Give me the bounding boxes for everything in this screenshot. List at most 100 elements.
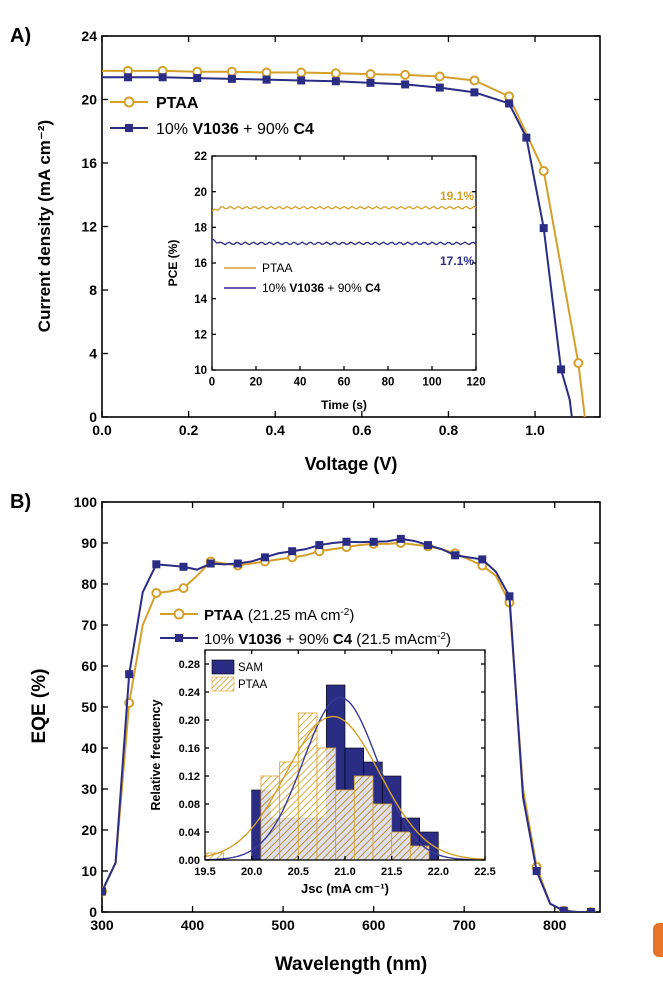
legend-text-part: PTAA (204, 607, 244, 624)
data-point-sam (158, 73, 167, 82)
y-tick-label: 20 (81, 92, 97, 108)
data-point-sam (505, 99, 514, 108)
data-point-sam (102, 887, 106, 896)
fit-curve-sam (205, 696, 485, 860)
data-point-ptaa (504, 91, 515, 102)
y-tick-label: 12 (194, 329, 207, 341)
data-point-ptaa (330, 68, 341, 79)
inset-a-ptaa-end-label: 19.1% (440, 189, 474, 203)
y-tick-label: 0.20 (179, 715, 200, 727)
histogram-bar-ptaa (391, 831, 411, 861)
data-point-sam (179, 562, 188, 571)
inset-a-line-sam (211, 238, 477, 246)
x-tick-label: 500 (271, 917, 295, 933)
data-point-ptaa (573, 358, 584, 369)
data-point-sam (369, 537, 378, 546)
legend-text-part: C4 (333, 631, 353, 648)
inset-b-ylabel: Relative frequency (149, 699, 163, 810)
x-tick-label: 60 (338, 377, 351, 389)
x-tick-label: 120 (466, 377, 485, 389)
data-point-sam (152, 560, 161, 569)
y-tick-label: 20 (81, 822, 97, 838)
data-point-ptaa (469, 75, 480, 86)
inset-b-xlabel: Jsc (mA cm⁻¹) (301, 881, 389, 896)
y-tick-label: 10 (81, 863, 97, 879)
y-tick-label: 30 (81, 781, 97, 797)
data-point-sam (315, 541, 324, 550)
data-point-sam (470, 88, 479, 97)
data-point-sam (401, 80, 410, 89)
inset-a-sam-end-label: 17.1% (440, 254, 474, 268)
legend-bi-ptaa-label: PTAA (238, 679, 268, 691)
y-tick-label: 40 (81, 740, 97, 756)
x-tick-label: 0.0 (92, 422, 112, 438)
y-tick-label: 0 (89, 904, 97, 920)
histogram-bar-ptaa (316, 747, 337, 861)
panel-b: 300 400 500 600 700 800 0 10 20 30 40 50 60 70 80 90 10… (29, 494, 601, 975)
data-point-sam (366, 78, 375, 87)
y-tick-label: 12 (81, 219, 97, 235)
data-point-sam (451, 551, 460, 560)
x-tick-label: 1.0 (525, 422, 545, 438)
data-point-sam (423, 541, 432, 550)
panel-b-legend: PTAA (21.25 mA cm-2) 10% V1036 + 90% C4 … (160, 607, 451, 649)
y-tick-label: 0 (89, 409, 97, 425)
legend-bi-sam-label: SAM (238, 662, 263, 674)
panel-b-y-ticks: 0 10 20 30 40 50 60 70 80 90 100 (74, 494, 600, 920)
histogram-bar-ptaa (335, 789, 355, 861)
data-point-sam (233, 559, 242, 568)
legend-bi-ptaa-swatch (211, 676, 235, 692)
panel-label-b: B) (10, 491, 31, 513)
x-tick-label: 400 (181, 917, 205, 933)
y-tick-label: 60 (81, 658, 97, 674)
y-tick-label: 70 (81, 617, 97, 633)
fit-curve-ptaa (205, 715, 485, 860)
data-point-sam (260, 553, 269, 562)
x-tick-label: 22.5 (474, 866, 495, 878)
legend-b-sam-label: 10% V1036 + 90% C4 (21.5 mAcm-2) (204, 631, 451, 649)
panel-a-y-ticks: 0 4 8 12 16 20 24 (81, 28, 600, 425)
x-tick-label: 80 (382, 377, 395, 389)
legend-b-ptaa-label: PTAA (21.25 mA cm-2) (204, 607, 354, 625)
y-tick-label: 0.16 (179, 743, 200, 755)
panel-b-x-ticks: 300 400 500 600 700 800 (90, 502, 567, 933)
data-point-sam (559, 906, 568, 912)
data-point-ptaa (151, 588, 162, 599)
legend-text-part: -2 (340, 607, 349, 618)
y-tick-label: 22 (194, 151, 207, 163)
legend-text-part: V1036 (238, 631, 281, 648)
legend-text-part: 10% (262, 281, 289, 295)
data-point-sam (123, 73, 132, 82)
data-point-ptaa (538, 165, 549, 176)
panel-a-xlabel: Voltage (V) (305, 454, 398, 474)
data-point-sam (557, 365, 566, 374)
inset-b-x-ticks: 19.5 20.0 20.5 21.0 21.5 22.0 22.5 (194, 650, 496, 878)
legend-text-part: + 90% (282, 631, 333, 648)
x-tick-label: 0.6 (352, 422, 372, 438)
histogram-bar-ptaa (353, 775, 374, 861)
histogram-bar-ptaa (372, 803, 393, 861)
data-point-sam (539, 224, 548, 233)
panel-a-legend: PTAA 10% V1036 + 90% C4 (110, 95, 314, 138)
x-tick-label: 600 (362, 917, 386, 933)
data-point-sam (288, 547, 297, 556)
panel-a: 0.0 0.2 0.4 0.6 0.8 1.0 0 4 8 12 16 20 24 Voltage (… (35, 28, 601, 474)
x-tick-label: 20.5 (288, 866, 309, 878)
legend-text-part: (21.25 mA cm (244, 607, 341, 624)
inset-a-ylabel: PCE (%) (166, 240, 180, 287)
data-point-ptaa (400, 69, 411, 80)
y-tick-label: 16 (81, 155, 97, 171)
x-tick-label: 22.0 (428, 866, 449, 878)
legend-b-sam-marker (175, 634, 183, 642)
legend-text-part: C4 (365, 281, 381, 295)
x-tick-label: 100 (422, 377, 441, 389)
data-point-ptaa (178, 583, 189, 594)
legend-text-part: C4 (293, 121, 314, 138)
x-tick-label: 0 (209, 377, 215, 389)
y-tick-label: 8 (89, 282, 97, 298)
x-tick-label: 0.2 (179, 422, 199, 438)
y-tick-label: 10 (194, 365, 207, 377)
x-tick-label: 0.8 (439, 422, 459, 438)
y-tick-label: 14 (194, 294, 207, 306)
